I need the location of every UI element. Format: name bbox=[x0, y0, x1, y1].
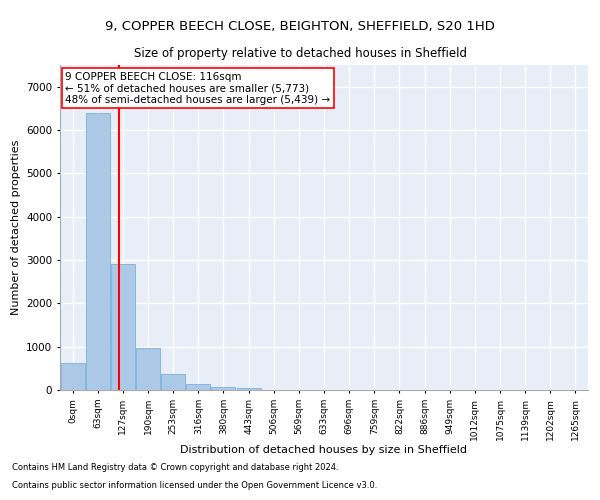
Text: Contains public sector information licensed under the Open Government Licence v3: Contains public sector information licen… bbox=[12, 481, 377, 490]
Bar bbox=[211, 387, 235, 390]
Bar bbox=[161, 374, 185, 390]
Bar bbox=[136, 348, 160, 390]
Bar bbox=[61, 363, 85, 390]
Bar bbox=[187, 384, 210, 390]
X-axis label: Distribution of detached houses by size in Sheffield: Distribution of detached houses by size … bbox=[181, 446, 467, 456]
Text: Contains HM Land Registry data © Crown copyright and database right 2024.: Contains HM Land Registry data © Crown c… bbox=[12, 464, 338, 472]
Bar bbox=[86, 112, 110, 390]
Text: 9, COPPER BEECH CLOSE, BEIGHTON, SHEFFIELD, S20 1HD: 9, COPPER BEECH CLOSE, BEIGHTON, SHEFFIE… bbox=[105, 20, 495, 33]
Text: Size of property relative to detached houses in Sheffield: Size of property relative to detached ho… bbox=[133, 48, 467, 60]
Bar bbox=[111, 264, 135, 390]
Text: 9 COPPER BEECH CLOSE: 116sqm
← 51% of detached houses are smaller (5,773)
48% of: 9 COPPER BEECH CLOSE: 116sqm ← 51% of de… bbox=[65, 72, 331, 104]
Y-axis label: Number of detached properties: Number of detached properties bbox=[11, 140, 20, 315]
Bar bbox=[236, 388, 260, 390]
